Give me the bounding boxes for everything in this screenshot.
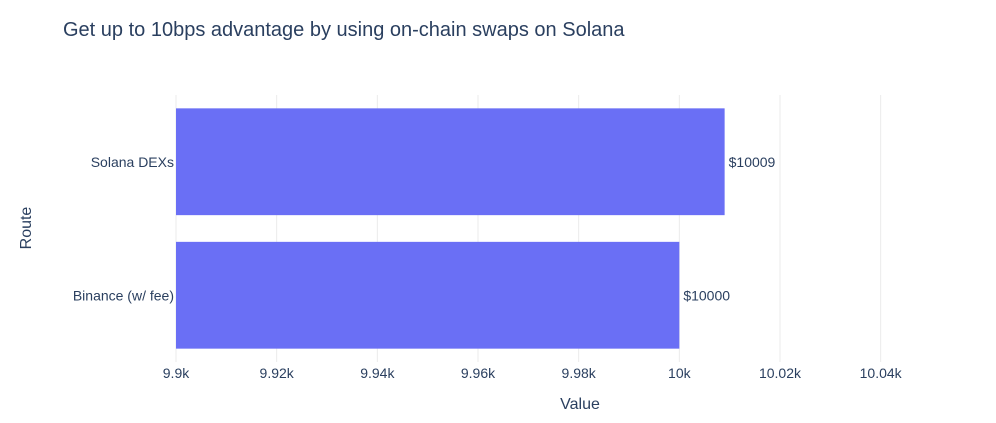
- x-tick-label: 10.04k: [860, 365, 903, 381]
- x-tick-label: 9.94k: [360, 365, 395, 381]
- x-tick-label: 9.98k: [562, 365, 597, 381]
- x-axis-title: Value: [560, 396, 600, 413]
- y-tick-labels: Solana DEXs Binance (w/ fee): [73, 154, 174, 304]
- y-tick-label: Solana DEXs: [91, 154, 174, 170]
- data-labels: $10009 $10000: [683, 154, 775, 304]
- x-tick-label: 10.02k: [759, 365, 802, 381]
- x-tick-labels: 9.9k 9.92k 9.94k 9.96k 9.98k 10k 10.02k 10.04k: [163, 365, 903, 381]
- data-label: $10000: [683, 287, 730, 303]
- bar: [176, 108, 725, 216]
- x-tick-label: 10k: [668, 365, 692, 381]
- y-axis-title: Route: [18, 207, 35, 250]
- x-tick-label: 9.9k: [163, 365, 190, 381]
- y-tick-label: Binance (w/ fee): [73, 287, 174, 303]
- x-tick-label: 9.96k: [461, 365, 496, 381]
- x-tick-label: 9.92k: [260, 365, 295, 381]
- bars: [176, 108, 725, 349]
- chart-title: Get up to 10bps advantage by using on-ch…: [63, 19, 625, 41]
- data-label: $10009: [729, 154, 776, 170]
- bar: [176, 241, 680, 349]
